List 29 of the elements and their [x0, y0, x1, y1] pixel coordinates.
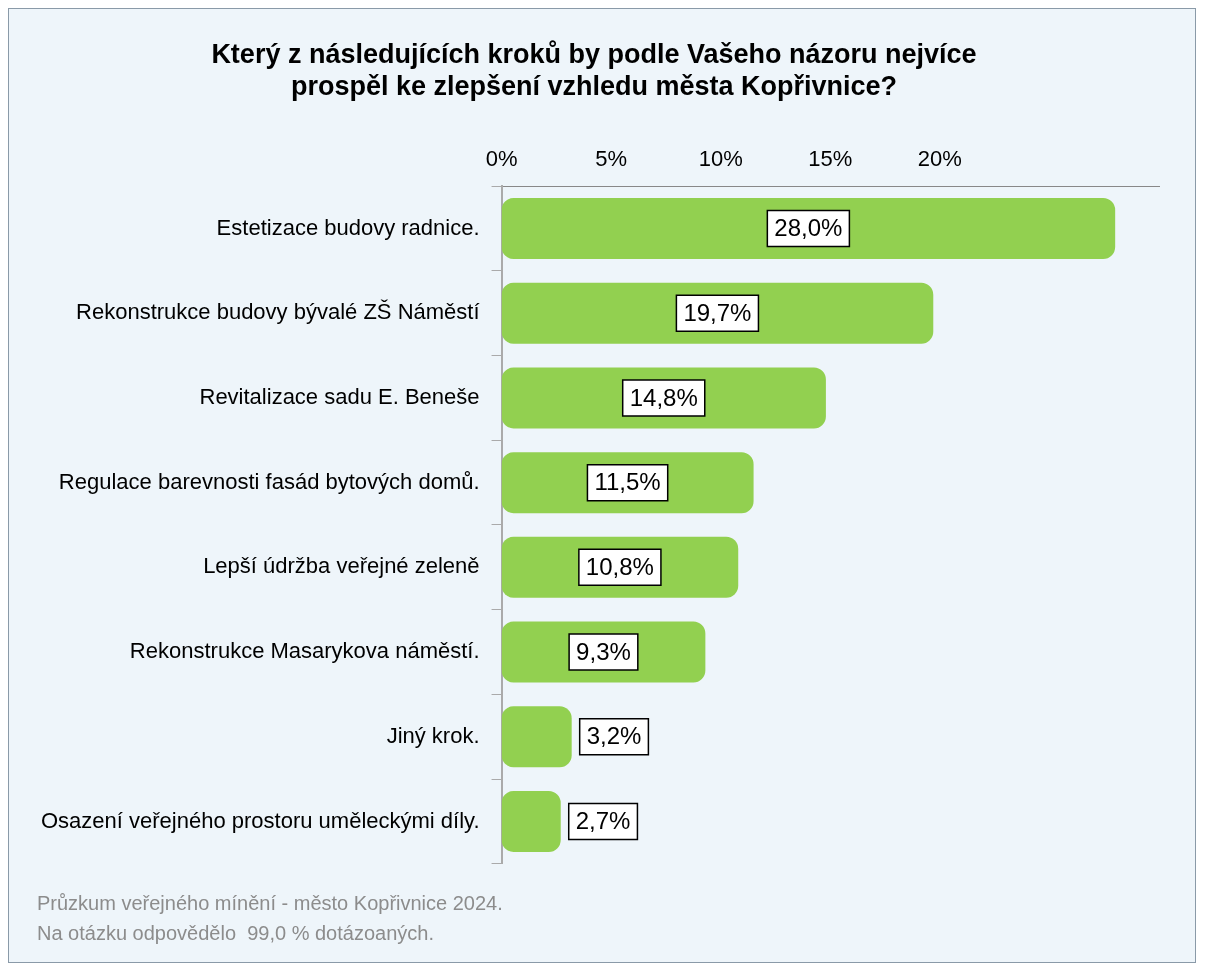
y-tick-label: Rekonstrukce Masarykova náměstí.: [129, 638, 480, 664]
data-label: 14,8%: [629, 383, 698, 411]
x-tick-label: 5%: [595, 146, 628, 172]
text: Na otázku odpovědělo 99,0 % dotázoaných.: [37, 921, 435, 946]
bar: [501, 282, 934, 344]
y-tick-label: Lepší údržba veřejné zeleně: [203, 553, 480, 579]
y-tick-label: Rekonstrukce budovy bývalé ZŠ Náměstí: [76, 299, 480, 325]
y-tick-label: Jiný krok.: [386, 722, 480, 748]
x-tick-label: 20%: [917, 146, 962, 172]
bar: [501, 790, 561, 852]
x-tick-label: 15%: [808, 146, 853, 172]
y-tick-label: Estetizace budovy radnice.: [216, 214, 480, 240]
text: prospěl ke zlepšení vzhledu města Kopřivnice?: [290, 71, 898, 102]
x-tick-label: 10%: [698, 146, 743, 172]
data-label: 11,5%: [594, 468, 661, 496]
data-label: 3,2%: [586, 722, 642, 750]
x-tick-label: 0%: [485, 146, 518, 172]
y-tick-label: Osazení veřejného prostoru uměleckými díly.: [41, 807, 480, 833]
text: Průzkum veřejného mínění - město Kopřivnice 2024.: [37, 891, 503, 916]
text: Který z následujících kroků by podle Vašeho názoru nejvíce: [211, 38, 977, 69]
y-tick-label: Regulace barevnosti fasád bytových domů.: [58, 468, 480, 494]
y-tick-label: Revitalizace sadu E. Beneše: [199, 384, 480, 410]
bar: [501, 198, 1116, 260]
data-label: 28,0%: [774, 214, 843, 242]
data-label: 9,3%: [576, 637, 631, 665]
data-label: 10,8%: [585, 552, 654, 580]
data-label: 2,7%: [575, 807, 631, 835]
data-label: 19,7%: [683, 298, 752, 326]
bar: [501, 706, 572, 768]
